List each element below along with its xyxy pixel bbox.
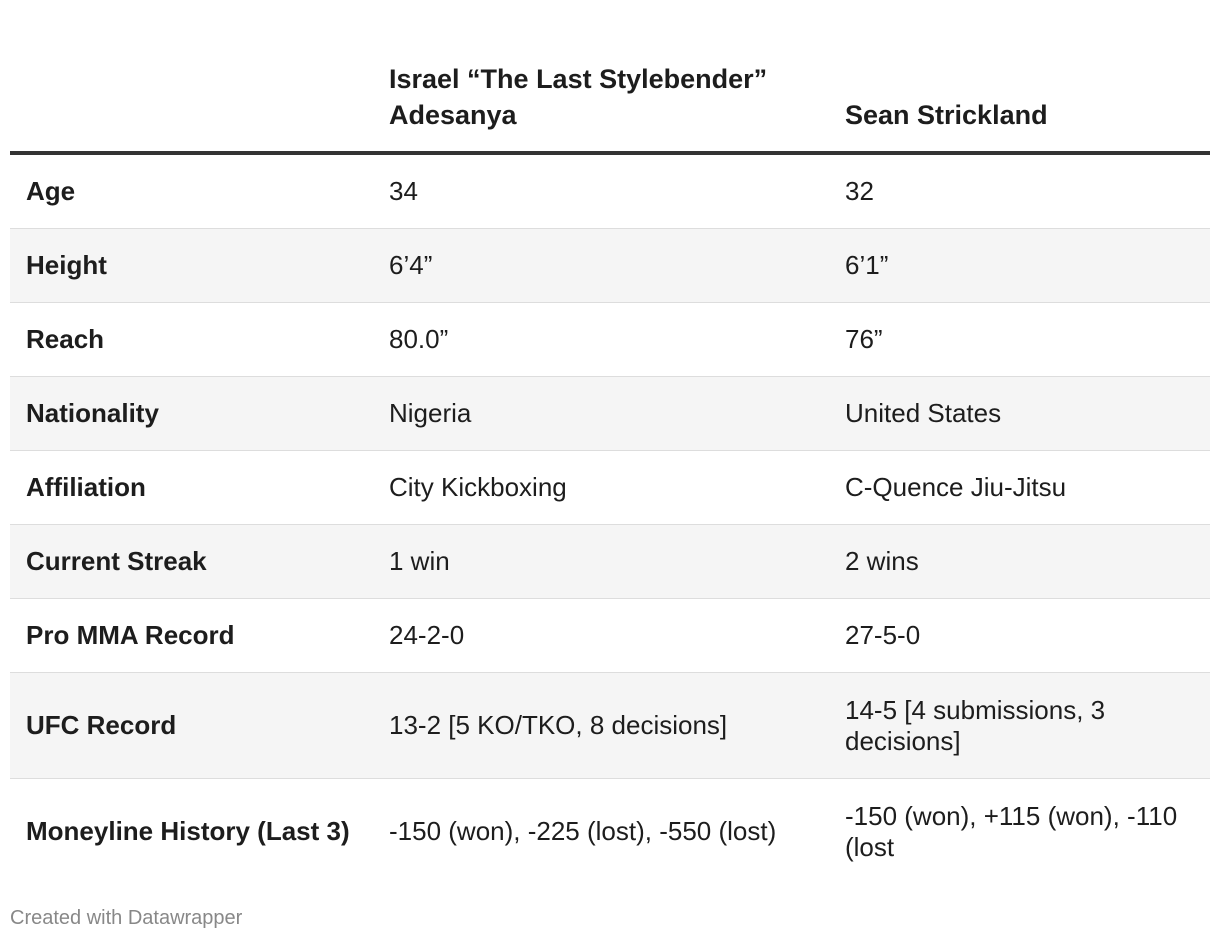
adesanya-value: 80.0” [373, 302, 829, 377]
row-label: Moneyline History (Last 3) [26, 816, 350, 846]
adesanya-value: 34 [373, 153, 829, 229]
datawrapper-credit: Created with Datawrapper [10, 907, 243, 929]
row-label: Current Streak [10, 524, 373, 599]
table-row-height: Height 6’4” 6’1” [10, 228, 1210, 303]
strickland-value: 27-5-0 [829, 598, 1210, 673]
row-label: Pro MMA Record [10, 598, 373, 673]
adesanya-value: 6’4” [373, 228, 829, 303]
adesanya-value: City Kickboxing [373, 450, 829, 525]
strickland-value: 32 [829, 153, 1210, 229]
strickland-value: 6’1” [829, 228, 1210, 303]
row-label: Reach [10, 302, 373, 377]
table-body: Age 34 32 Height 6’4” 6’1” Reach 80.0” 7… [10, 153, 1210, 884]
table-header: Israel “The Last Stylebender” Adesanya S… [10, 0, 1210, 155]
table-row-pro-mma-record: Pro MMA Record 24-2-0 27-5-0 [10, 598, 1210, 673]
fighter-comparison-table: Israel “The Last Stylebender” Adesanya S… [10, 0, 1210, 884]
row-label: Age [10, 153, 373, 229]
adesanya-value: 1 win [373, 524, 829, 599]
table-row-moneyline-history: Moneyline History (Last 3) -150 (won), -… [10, 779, 1210, 885]
strickland-value: 76” [829, 302, 1210, 377]
row-label: UFC Record [10, 672, 373, 779]
table-row-current-streak: Current Streak 1 win 2 wins [10, 524, 1210, 599]
row-label: Nationality [10, 376, 373, 451]
adesanya-value: 13-2 [5 KO/TKO, 8 decisions] [373, 672, 829, 779]
header-fighter-adesanya: Israel “The Last Stylebender” Adesanya [373, 0, 829, 155]
header-blank [10, 0, 373, 155]
adesanya-value: -150 (won), -225 (lost), -550 (lost) [389, 816, 777, 846]
header-row: Israel “The Last Stylebender” Adesanya S… [10, 0, 1210, 155]
strickland-value: 14-5 [4 submissions, 3 decisions] [829, 672, 1210, 779]
comparison-table-container: Israel “The Last Stylebender” Adesanya S… [10, 0, 1210, 884]
strickland-value: 2 wins [829, 524, 1210, 599]
table-row-nationality: Nationality Nigeria United States [10, 376, 1210, 451]
table-row-affiliation: Affiliation City Kickboxing C-Quence Jiu… [10, 450, 1210, 525]
adesanya-value: 24-2-0 [373, 598, 829, 673]
table-row-reach: Reach 80.0” 76” [10, 302, 1210, 377]
row-label: Height [10, 228, 373, 303]
strickland-value: -150 (won), +115 (won), -110 (lost [845, 800, 1178, 862]
header-fighter-strickland: Sean Strickland [829, 0, 1210, 155]
adesanya-value: Nigeria [373, 376, 829, 451]
strickland-value: C-Quence Jiu-Jitsu [829, 450, 1210, 525]
row-label: Affiliation [10, 450, 373, 525]
table-row-age: Age 34 32 [10, 153, 1210, 229]
strickland-value: United States [829, 376, 1210, 451]
table-row-ufc-record: UFC Record 13-2 [5 KO/TKO, 8 decisions] … [10, 672, 1210, 779]
